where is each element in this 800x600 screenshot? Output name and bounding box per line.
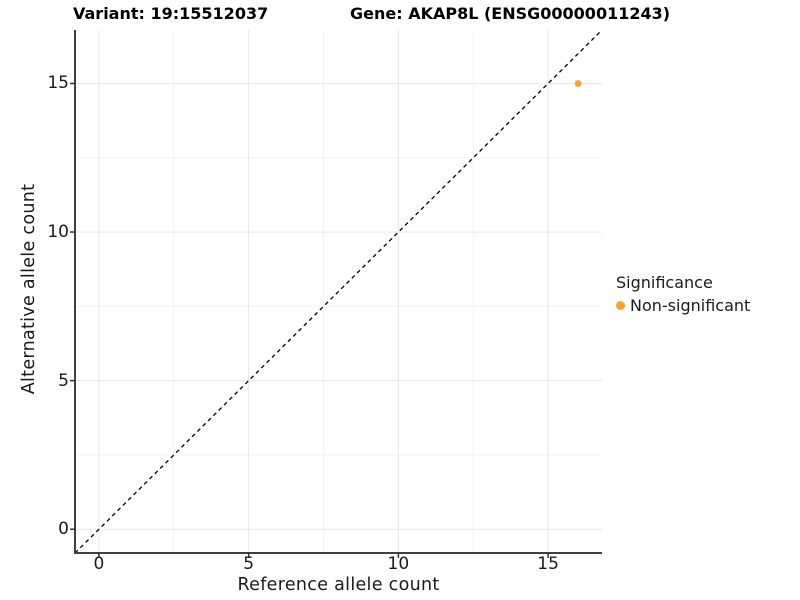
y-axis-title: Alternative allele count xyxy=(19,183,39,395)
legend-entry: Non-significant xyxy=(616,296,796,315)
legend-title: Significance xyxy=(616,273,713,292)
x-tick-label: 0 xyxy=(93,554,105,574)
legend-entries: Non-significant xyxy=(616,296,796,315)
y-tick-label: 15 xyxy=(47,73,69,94)
x-tick-label: 15 xyxy=(537,554,559,574)
y-tick-label: 0 xyxy=(58,519,69,540)
x-axis-title: Reference allele count xyxy=(237,575,440,595)
identity-dashed-line xyxy=(74,29,603,554)
legend-point-icon xyxy=(616,301,625,310)
gene-title: Gene: AKAP8L (ENSG00000011243) xyxy=(350,4,671,23)
x-tick-label: 10 xyxy=(387,554,410,574)
legend-entry-label: Non-significant xyxy=(630,296,751,315)
variant-title: Variant: 19:15512037 xyxy=(73,4,269,23)
plot-title-row: Variant: 19:15512037 Gene: AKAP8L (ENSG0… xyxy=(0,4,800,26)
x-tick-label: 5 xyxy=(243,554,255,574)
legend: Significance Non-significant xyxy=(616,273,796,315)
y-tick-label: 5 xyxy=(58,370,69,391)
data-point xyxy=(574,80,582,87)
y-tick-label: 10 xyxy=(47,222,69,243)
